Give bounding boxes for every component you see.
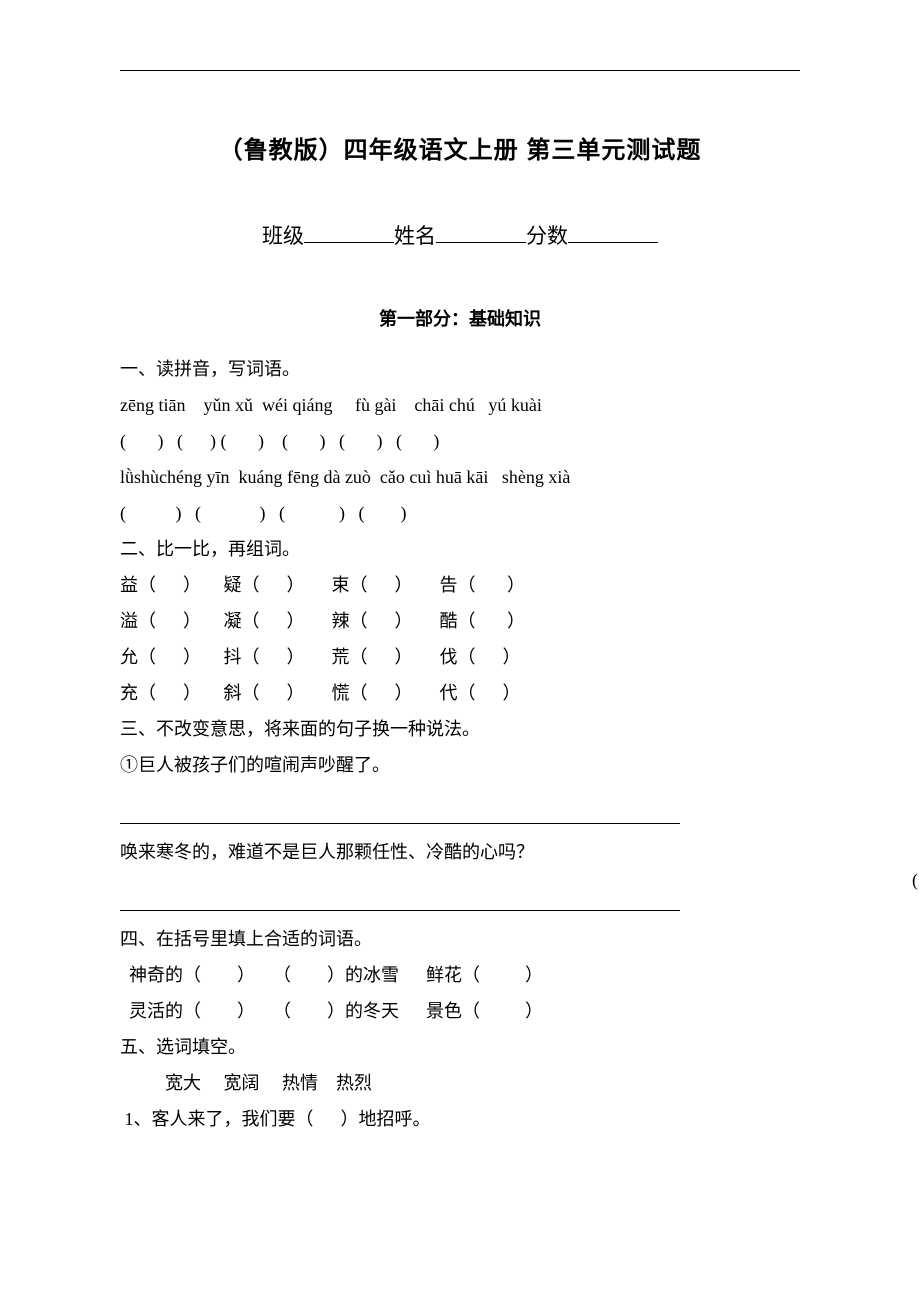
q1-heading: 一、读拼音，写词语。 [120,351,800,387]
q1-pinyin-row2: lǜshùchéng yīn kuáng fēng dà zuò cǎo cuì… [120,459,800,495]
q2-row-0: 益（ ） 疑（ ） 束（ ） 告（ ） [120,567,800,603]
q5-word-bank: 宽大 宽阔 热情 热烈 [120,1065,800,1101]
q1-blanks-row1: ( ) ( ) ( ) ( ) ( ) ( ) [120,423,800,459]
q3-answer-rule-2 [120,910,680,911]
page: （鲁教版）四年级语文上册 第三单元测试题 班级 姓名 分数 第一部分：基础知识 一、… [0,0,920,1302]
class-blank[interactable] [304,221,394,243]
document-title: （鲁教版）四年级语文上册 第三单元测试题 [120,130,800,165]
q5-item1: 1、客人来了，我们要（ ）地招呼。 [120,1101,800,1137]
part1-heading: 第一部分：基础知识 [120,305,800,331]
edge-mark: ( [912,870,918,891]
q3-answer-rule-1 [120,823,680,824]
q4-row-0: 神奇的（ ） （ ）的冰雪 鲜花（ ） [120,957,800,993]
q3-heading: 三、不改变意思，将来面的句子换一种说法。 [120,711,800,747]
score-blank[interactable] [568,221,658,243]
q1-blanks-row2: ( ) ( ) ( ) ( ) [120,495,800,531]
name-label: 姓名 [394,224,436,248]
q5-heading: 五、选词填空。 [120,1029,800,1065]
q2-row-1: 溢（ ） 凝（ ） 辣（ ） 酷（ ） [120,603,800,639]
name-blank[interactable] [436,221,526,243]
q1-pinyin-row1: zēng tiān yǔn xǔ wéi qiáng fù gài chāi c… [120,387,800,423]
score-label: 分数 [526,224,568,248]
q3-item1: ①巨人被孩子们的喧闹声吵醒了。 [120,747,800,783]
top-rule [120,70,800,71]
q4-heading: 四、在括号里填上合适的词语。 [120,921,800,957]
q2-heading: 二、比一比，再组词。 [120,531,800,567]
student-info-line: 班级 姓名 分数 [120,220,800,250]
content: 一、读拼音，写词语。 zēng tiān yǔn xǔ wéi qiáng fù… [120,351,800,1137]
q2-row-2: 允（ ） 抖（ ） 荒（ ） 伐（ ） [120,639,800,675]
q3-item2: 唤来寒冬的，难道不是巨人那颗任性、冷酷的心吗？ [120,834,800,870]
q2-row-3: 充（ ） 斜（ ） 慌（ ） 代（ ） [120,675,800,711]
class-label: 班级 [262,224,304,248]
q4-row-1: 灵活的（ ） （ ）的冬天 景色（ ） [120,993,800,1029]
